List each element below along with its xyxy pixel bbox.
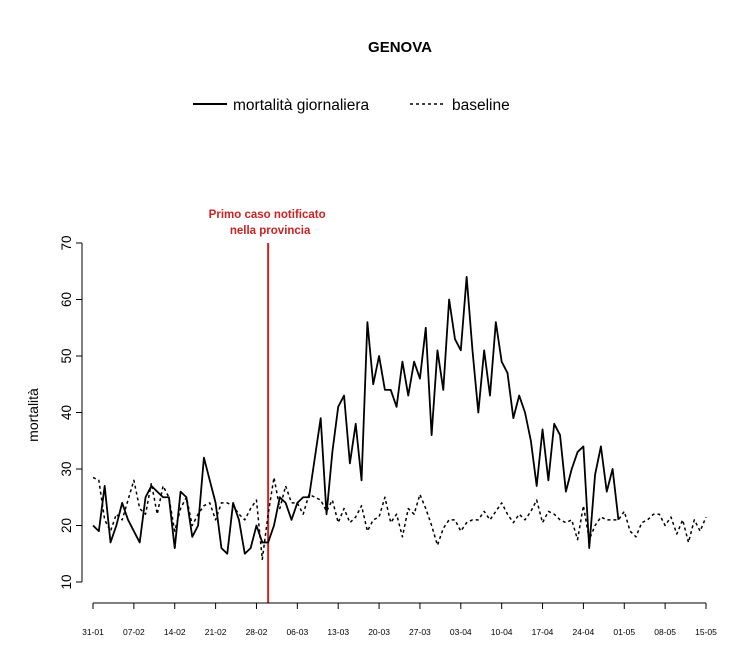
x-tick-label: 14-02 bbox=[164, 627, 186, 637]
annotation-label-line2: nella provincia bbox=[230, 225, 311, 237]
x-tick-label: 06-03 bbox=[286, 627, 308, 637]
x-tick-label: 15-05 bbox=[695, 627, 717, 637]
annotation: Primo caso notificato nella provincia bbox=[209, 209, 326, 603]
series-line-mortalita bbox=[92, 275, 620, 555]
x-tick-label: 21-02 bbox=[205, 627, 227, 637]
x-tick-label: 24-04 bbox=[573, 627, 595, 637]
y-tick-label: 50 bbox=[59, 348, 74, 363]
x-tick-label: 08-05 bbox=[654, 627, 676, 637]
legend-label-mortalita: mortalità giornaliera bbox=[233, 97, 369, 114]
y-tick-label: 40 bbox=[59, 405, 74, 420]
series-line-baseline bbox=[92, 476, 707, 561]
y-tick-label: 10 bbox=[59, 574, 74, 589]
legend: mortalità giornaliera baseline bbox=[193, 97, 510, 114]
x-tick-label: 03-04 bbox=[450, 627, 472, 637]
y-axis: 10 20 30 40 50 60 70 bbox=[59, 235, 83, 590]
y-tick-label: 20 bbox=[59, 518, 74, 533]
x-axis: 31-01 07-02 14-02 21-02 28-02 06-03 13-03 20-03… bbox=[82, 602, 717, 637]
y-tick-label: 30 bbox=[59, 461, 74, 476]
chart-title: GENOVA bbox=[368, 39, 432, 56]
x-tick-label: 13-03 bbox=[327, 627, 349, 637]
series-layer bbox=[92, 275, 707, 561]
y-tick-label: 70 bbox=[59, 235, 74, 250]
x-tick-label: 27-03 bbox=[409, 627, 431, 637]
x-tick-label: 01-05 bbox=[613, 627, 635, 637]
x-tick-label: 28-02 bbox=[246, 627, 268, 637]
annotation-label-line1: Primo caso notificato bbox=[209, 209, 326, 221]
x-tick-label: 31-01 bbox=[82, 627, 104, 637]
x-tick-label: 07-02 bbox=[123, 627, 145, 637]
y-axis-label: mortalità bbox=[25, 388, 41, 442]
x-tick-label: 10-04 bbox=[491, 627, 513, 637]
y-tick-label: 60 bbox=[59, 292, 74, 307]
legend-label-baseline: baseline bbox=[452, 97, 510, 114]
x-tick-label: 20-03 bbox=[368, 627, 390, 637]
x-tick-label: 17-04 bbox=[532, 627, 554, 637]
